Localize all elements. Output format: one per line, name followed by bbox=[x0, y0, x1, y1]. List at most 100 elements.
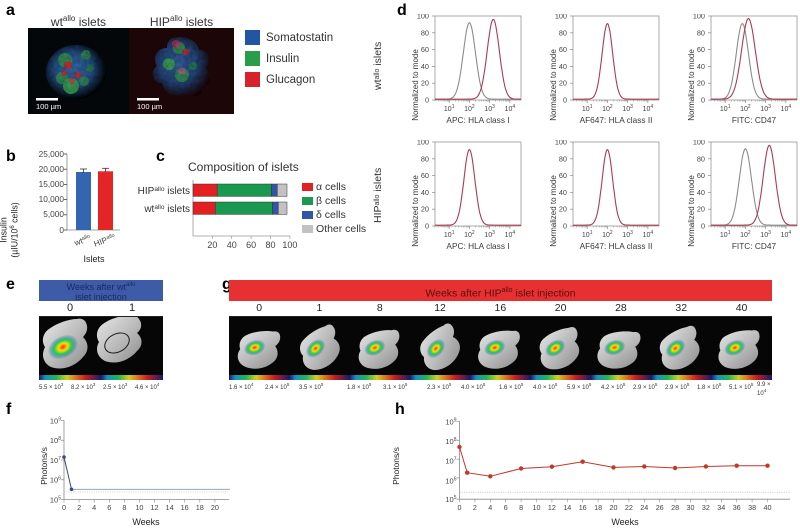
svg-text:18: 18 bbox=[594, 503, 602, 512]
svg-text:5,000: 5,000 bbox=[43, 209, 64, 219]
svg-text:4: 4 bbox=[488, 503, 492, 512]
svg-text:40: 40 bbox=[764, 503, 772, 512]
svg-text:Islets: Islets bbox=[83, 254, 105, 264]
svg-text:24: 24 bbox=[640, 503, 648, 512]
svg-text:40: 40 bbox=[697, 188, 705, 197]
svg-text:25,000: 25,000 bbox=[39, 150, 65, 159]
svg-text:100: 100 bbox=[555, 14, 567, 21]
svg-text:104: 104 bbox=[643, 230, 654, 239]
svg-text:100: 100 bbox=[282, 240, 297, 250]
svg-text:109: 109 bbox=[50, 417, 61, 426]
svg-text:10,000: 10,000 bbox=[39, 194, 65, 204]
svg-text:102: 102 bbox=[464, 104, 475, 113]
svg-text:80: 80 bbox=[697, 154, 705, 163]
svg-text:100: 100 bbox=[555, 140, 567, 147]
svg-text:0: 0 bbox=[458, 503, 462, 512]
svg-text:104: 104 bbox=[781, 104, 792, 113]
svg-text:Weeks: Weeks bbox=[132, 517, 160, 527]
svg-text:101: 101 bbox=[582, 104, 593, 113]
svg-text:102: 102 bbox=[464, 230, 475, 239]
svg-text:12: 12 bbox=[150, 503, 158, 512]
svg-text:10: 10 bbox=[533, 503, 541, 512]
svg-text:60: 60 bbox=[421, 45, 429, 54]
svg-text:109: 109 bbox=[445, 417, 456, 426]
svg-text:26: 26 bbox=[656, 503, 664, 512]
svg-text:38: 38 bbox=[748, 503, 756, 512]
svg-text:0: 0 bbox=[425, 222, 429, 231]
svg-text:80: 80 bbox=[265, 240, 275, 250]
svg-text:102: 102 bbox=[740, 230, 751, 239]
svg-text:2: 2 bbox=[473, 503, 477, 512]
svg-text:30: 30 bbox=[687, 503, 695, 512]
svg-text:0: 0 bbox=[701, 222, 705, 231]
svg-text:100 µm: 100 µm bbox=[137, 102, 162, 111]
svg-text:103: 103 bbox=[622, 104, 633, 113]
svg-text:15,000: 15,000 bbox=[39, 179, 65, 189]
svg-text:102: 102 bbox=[740, 104, 751, 113]
svg-text:80: 80 bbox=[559, 28, 567, 37]
svg-text:0: 0 bbox=[425, 96, 429, 105]
svg-text:102: 102 bbox=[602, 230, 613, 239]
svg-text:60: 60 bbox=[246, 240, 256, 250]
svg-text:40: 40 bbox=[421, 188, 429, 197]
svg-text:80: 80 bbox=[421, 154, 429, 163]
svg-text:22: 22 bbox=[625, 503, 633, 512]
svg-text:6: 6 bbox=[504, 503, 508, 512]
svg-text:101: 101 bbox=[720, 104, 731, 113]
svg-text:103: 103 bbox=[622, 230, 633, 239]
svg-text:2: 2 bbox=[77, 503, 81, 512]
svg-text:40: 40 bbox=[697, 62, 705, 71]
svg-text:6: 6 bbox=[107, 503, 111, 512]
svg-text:20: 20 bbox=[421, 79, 429, 88]
svg-text:Weeks: Weeks bbox=[611, 517, 639, 527]
svg-text:105: 105 bbox=[50, 496, 61, 505]
svg-text:107: 107 bbox=[445, 457, 456, 466]
svg-text:20: 20 bbox=[697, 205, 705, 214]
svg-text:103: 103 bbox=[484, 104, 495, 113]
svg-text:32: 32 bbox=[702, 503, 710, 512]
svg-text:102: 102 bbox=[602, 104, 613, 113]
svg-text:80: 80 bbox=[697, 28, 705, 37]
svg-text:AF647: HLA class II: AF647: HLA class II bbox=[580, 115, 653, 125]
svg-text:28: 28 bbox=[671, 503, 679, 512]
svg-text:60: 60 bbox=[559, 45, 567, 54]
svg-text:100 µm: 100 µm bbox=[36, 102, 61, 111]
svg-text:104: 104 bbox=[505, 230, 516, 239]
svg-text:40: 40 bbox=[227, 240, 237, 250]
svg-text:FITC: CD47: FITC: CD47 bbox=[732, 115, 777, 125]
svg-text:60: 60 bbox=[421, 171, 429, 180]
svg-text:104: 104 bbox=[505, 104, 516, 113]
svg-text:APC: HLA class I: APC: HLA class I bbox=[446, 241, 509, 251]
svg-text:0: 0 bbox=[59, 225, 64, 235]
svg-text:20: 20 bbox=[421, 205, 429, 214]
svg-text:0: 0 bbox=[62, 503, 66, 512]
svg-text:80: 80 bbox=[421, 28, 429, 37]
svg-text:103: 103 bbox=[484, 230, 495, 239]
svg-text:36: 36 bbox=[733, 503, 741, 512]
svg-text:40: 40 bbox=[559, 188, 567, 197]
svg-text:wtallo: wtallo bbox=[72, 233, 92, 249]
svg-text:103: 103 bbox=[760, 104, 771, 113]
svg-text:101: 101 bbox=[582, 230, 593, 239]
svg-text:80: 80 bbox=[559, 154, 567, 163]
svg-text:Normalized to mode: Normalized to mode bbox=[687, 175, 696, 247]
svg-text:Normalized to mode: Normalized to mode bbox=[411, 175, 420, 247]
svg-text:0: 0 bbox=[701, 96, 705, 105]
svg-text:20: 20 bbox=[610, 503, 618, 512]
svg-text:8: 8 bbox=[122, 503, 126, 512]
svg-text:20: 20 bbox=[211, 503, 219, 512]
svg-text:14: 14 bbox=[166, 503, 174, 512]
svg-text:34: 34 bbox=[717, 503, 725, 512]
svg-text:0: 0 bbox=[563, 96, 567, 105]
svg-text:18: 18 bbox=[196, 503, 204, 512]
svg-text:105: 105 bbox=[445, 495, 456, 504]
svg-text:Other cells: Other cells bbox=[316, 223, 366, 235]
svg-text:APC: HLA class I: APC: HLA class I bbox=[446, 115, 509, 125]
svg-text:104: 104 bbox=[643, 104, 654, 113]
svg-text:Normalized to mode: Normalized to mode bbox=[411, 49, 420, 121]
svg-text:0: 0 bbox=[563, 222, 567, 231]
svg-text:101: 101 bbox=[444, 104, 455, 113]
svg-text:Normalized to mode: Normalized to mode bbox=[687, 49, 696, 121]
svg-text:40: 40 bbox=[559, 62, 567, 71]
svg-text:20,000: 20,000 bbox=[39, 164, 65, 174]
